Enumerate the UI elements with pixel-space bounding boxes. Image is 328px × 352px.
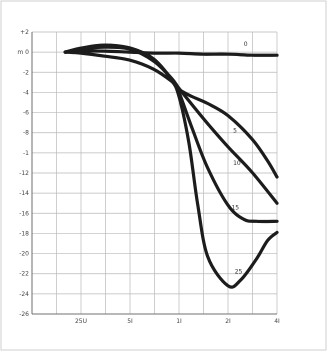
series-line-0 <box>63 49 279 57</box>
y-tick-label: -8 <box>23 130 29 137</box>
y-tick-label: -6 <box>23 110 29 117</box>
y-tick-label: -1 <box>23 150 29 157</box>
series-labels: 0 5 10 15 25 <box>231 41 247 276</box>
y-tick-label: -20 <box>19 251 29 258</box>
series-label-25: 25 <box>235 269 243 276</box>
y-tick-label: -18 <box>19 230 29 237</box>
x-tick-labels: 25U 5I 1I 2I 4I <box>75 318 280 325</box>
x-tick-label: 1I <box>176 318 182 325</box>
y-tick-label: -14 <box>19 190 29 197</box>
y-tick-labels: +2 m 0 -2 -4 -6 -8 -1 -12 -14 -16 -18 -20 -22 -24 -26 <box>17 29 29 318</box>
y-tick-label: -26 <box>19 311 29 318</box>
x-tick-label: 2I <box>225 318 231 325</box>
x-tick-label: 25U <box>75 318 87 325</box>
x-tick-label: 4I <box>274 318 280 325</box>
series-label-15: 15 <box>231 204 239 211</box>
y-tick-label: -4 <box>23 89 29 96</box>
y-tick-label: -24 <box>19 291 29 298</box>
y-tick-label: -12 <box>19 170 29 177</box>
y-tick-label: m 0 <box>17 49 29 56</box>
series-line-10 <box>63 45 279 205</box>
series-label-5: 5 <box>233 128 237 135</box>
series-curves <box>63 43 279 289</box>
series-line-25 <box>63 43 279 289</box>
y-tick-label: -2 <box>23 69 29 76</box>
series-label-0: 0 <box>244 41 248 48</box>
y-tick-label: -16 <box>19 210 29 217</box>
series-label-10: 10 <box>233 160 241 167</box>
x-tick-label: 5I <box>127 318 133 325</box>
y-tick-label: -22 <box>19 271 29 278</box>
series-line-5 <box>63 50 279 179</box>
y-tick-label: +2 <box>20 29 29 36</box>
